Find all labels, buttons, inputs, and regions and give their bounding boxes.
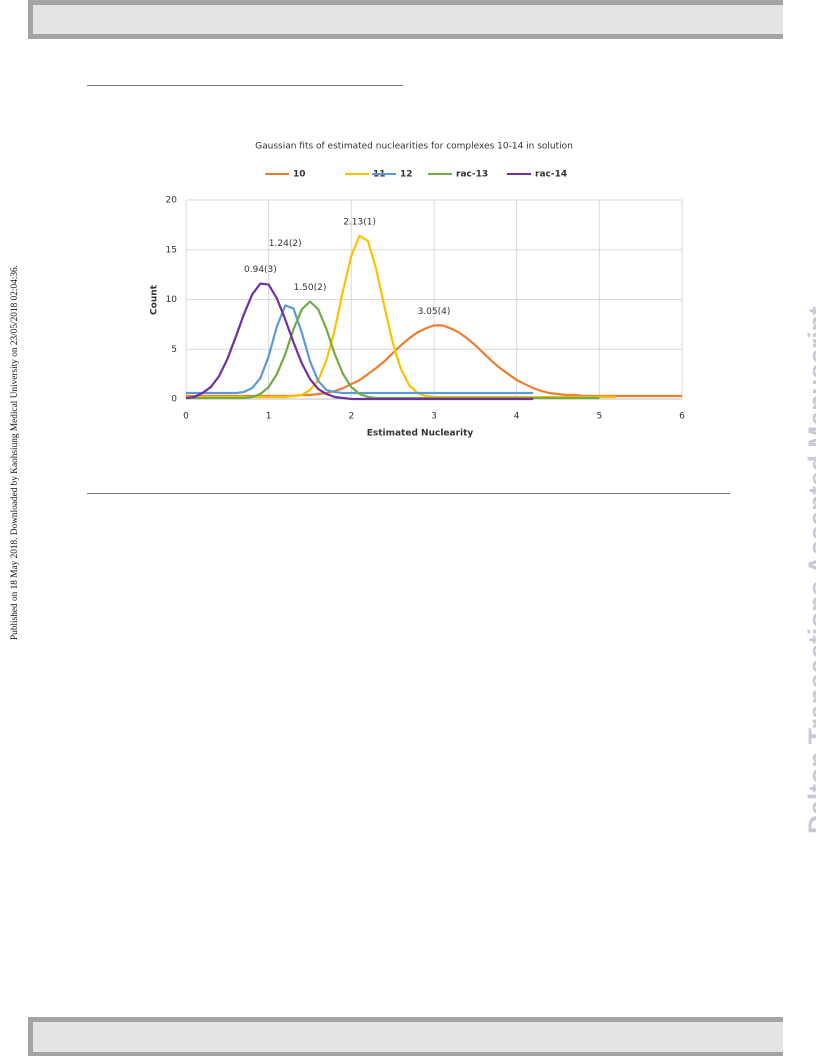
peak-label: 1.50(2) xyxy=(294,283,327,293)
x-tick-label: 4 xyxy=(514,412,520,422)
rule xyxy=(87,493,730,494)
peak-label: 1.24(2) xyxy=(269,239,302,249)
footer-bar xyxy=(28,1017,783,1056)
x-tick-label: 3 xyxy=(431,412,437,422)
y-axis-title: Count xyxy=(150,284,160,315)
legend-label: rac-14 xyxy=(535,170,567,180)
series-line xyxy=(186,234,616,399)
y-tick-label: 0 xyxy=(171,395,177,405)
x-tick-label: 2 xyxy=(348,412,354,422)
x-axis-title: Estimated Nuclearity xyxy=(367,429,474,439)
chart-title: Gaussian fits of estimated nuclearities … xyxy=(255,142,573,152)
peak-label: 3.05(4) xyxy=(418,307,451,317)
y-tick-label: 10 xyxy=(166,295,178,305)
legend-label: 12 xyxy=(400,170,413,180)
y-tick-label: 15 xyxy=(166,245,177,255)
x-tick-label: 1 xyxy=(266,412,272,422)
y-tick-label: 20 xyxy=(166,196,178,206)
legend-label: rac-13 xyxy=(456,170,488,180)
y-tick-label: 5 xyxy=(171,345,177,355)
x-tick-label: 6 xyxy=(679,412,685,422)
x-tick-label: 0 xyxy=(183,412,189,422)
x-tick-label: 5 xyxy=(596,412,602,422)
peak-label: 2.13(1) xyxy=(343,217,376,227)
series-line xyxy=(185,282,534,401)
rule xyxy=(87,85,403,86)
header-bar xyxy=(28,0,783,39)
peak-label: 0.94(3) xyxy=(244,265,277,275)
legend-label: 10 xyxy=(293,170,306,180)
